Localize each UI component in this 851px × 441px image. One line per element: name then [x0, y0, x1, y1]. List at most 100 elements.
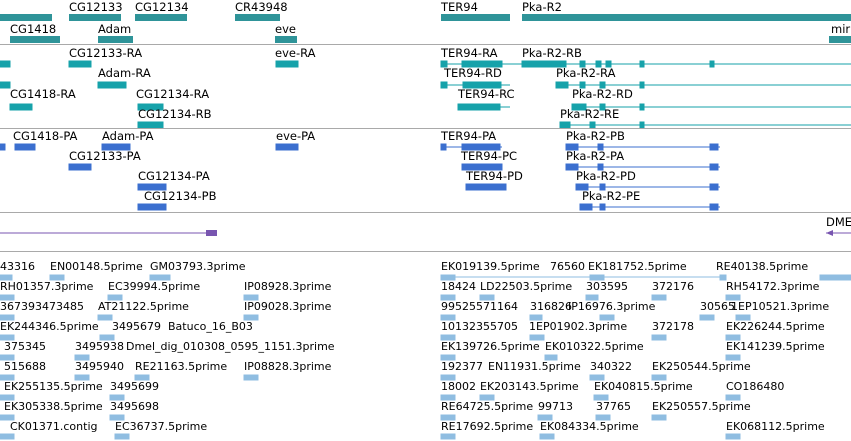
- est-label[interactable]: RE64725.5prime: [441, 400, 534, 413]
- protein-label[interactable]: Pka-R2-PB: [566, 129, 625, 143]
- est-bar[interactable]: [109, 394, 125, 401]
- est-label[interactable]: CK01371.contig: [10, 420, 98, 433]
- transcript-label[interactable]: CG12133-RA: [69, 46, 143, 60]
- transcript-exon[interactable]: [68, 60, 92, 68]
- protein-exon[interactable]: [579, 203, 593, 211]
- est-bar[interactable]: [0, 433, 15, 440]
- est-label[interactable]: EK250557.5prime: [652, 400, 751, 413]
- est-bar[interactable]: [440, 334, 456, 341]
- protein-label[interactable]: CG12133-PA: [69, 149, 141, 163]
- protein-exon[interactable]: [68, 163, 92, 171]
- est-label[interactable]: EK305338.5prime: [4, 400, 103, 413]
- transcript-exon[interactable]: [440, 81, 448, 89]
- est-bar[interactable]: [107, 294, 123, 301]
- est-label[interactable]: 10132355705: [441, 320, 518, 333]
- est-bar[interactable]: [719, 274, 727, 281]
- est-label[interactable]: 3495940: [75, 360, 124, 373]
- misc-feature-end[interactable]: [206, 230, 217, 236]
- est-bar[interactable]: [651, 374, 667, 381]
- protein-exon[interactable]: [440, 143, 447, 151]
- gene-label[interactable]: Adam: [98, 22, 132, 36]
- est-label[interactable]: 1EP01902.3prime: [529, 320, 628, 333]
- transcript-label[interactable]: CG12134-RB: [138, 107, 212, 121]
- transcript-label[interactable]: CG1418-RA: [10, 87, 76, 101]
- est-label[interactable]: 76560: [550, 260, 585, 273]
- est-label[interactable]: IP16976.3prime: [568, 300, 656, 313]
- est-bar[interactable]: [529, 334, 545, 341]
- est-label[interactable]: Dmel_dig_010308_0595_1151.3prime: [126, 340, 335, 353]
- gene-label[interactable]: mir: [831, 22, 851, 36]
- protein-label[interactable]: eve-PA: [276, 129, 316, 143]
- est-bar[interactable]: [0, 274, 13, 281]
- gene-label[interactable]: CG12133: [69, 0, 123, 14]
- protein-exon[interactable]: [597, 143, 604, 151]
- transcript-label[interactable]: Adam-RA: [98, 66, 151, 80]
- gene-label[interactable]: TER94: [441, 0, 478, 14]
- transcript-exon[interactable]: [605, 60, 612, 68]
- est-label[interactable]: CO186480: [726, 380, 785, 393]
- est-label[interactable]: EK139726.5prime: [441, 340, 540, 353]
- est-label[interactable]: EK203143.5prime: [480, 380, 579, 393]
- est-label[interactable]: 3495699: [110, 380, 159, 393]
- est-bar[interactable]: [725, 394, 741, 401]
- est-bar[interactable]: [0, 414, 15, 421]
- est-bar[interactable]: [529, 314, 543, 321]
- transcript-exon[interactable]: [599, 103, 606, 111]
- est-label[interactable]: 99713: [538, 400, 573, 413]
- protein-exon[interactable]: [465, 183, 507, 191]
- transcript-exon[interactable]: [462, 81, 502, 89]
- gene-bar[interactable]: [10, 36, 60, 43]
- est-bar[interactable]: [544, 354, 558, 361]
- est-bar[interactable]: [651, 294, 667, 301]
- est-label[interactable]: 372178: [652, 320, 694, 333]
- protein-exon[interactable]: [0, 143, 6, 151]
- est-bar[interactable]: [699, 314, 715, 321]
- est-label[interactable]: EK244346.5prime: [0, 320, 99, 333]
- est-bar[interactable]: [243, 294, 259, 301]
- est-bar[interactable]: [0, 294, 15, 301]
- protein-exon[interactable]: [461, 163, 503, 171]
- est-label[interactable]: EC36737.5prime: [115, 420, 208, 433]
- est-label[interactable]: 303595: [586, 280, 628, 293]
- protein-exon[interactable]: [14, 143, 36, 151]
- protein-exon[interactable]: [599, 203, 606, 211]
- est-bar[interactable]: [99, 334, 115, 341]
- est-label[interactable]: GM03793.3prime: [150, 260, 246, 273]
- transcript-exon[interactable]: [579, 81, 586, 89]
- est-bar[interactable]: [109, 414, 125, 421]
- est-bar[interactable]: [114, 433, 130, 440]
- gene-label[interactable]: CG12134: [135, 0, 189, 14]
- est-label[interactable]: EK250544.5prime: [652, 360, 751, 373]
- est-label[interactable]: 30565: [700, 300, 735, 313]
- est-label[interactable]: 18424: [441, 280, 476, 293]
- protein-label[interactable]: Pka-R2-PD: [576, 169, 636, 183]
- est-bar[interactable]: [97, 314, 113, 321]
- est-bar[interactable]: [735, 314, 751, 321]
- est-bar[interactable]: [0, 354, 15, 361]
- gene-bar[interactable]: [135, 14, 187, 21]
- transcript-label[interactable]: TER94-RC: [458, 87, 515, 101]
- est-label[interactable]: IP08928.3prime: [244, 280, 332, 293]
- protein-exon[interactable]: [575, 183, 589, 191]
- protein-exon[interactable]: [597, 163, 604, 171]
- gene-bar[interactable]: [275, 36, 297, 43]
- transcript-label[interactable]: Pka-R2-RE: [560, 107, 620, 121]
- protein-exon[interactable]: [565, 143, 579, 151]
- est-label[interactable]: EK040815.5prime: [594, 380, 693, 393]
- gene-label[interactable]: Pka-R2: [522, 0, 562, 14]
- transcript-exon[interactable]: [639, 81, 645, 89]
- protein-exon[interactable]: [101, 143, 131, 151]
- gene-bar[interactable]: [69, 14, 121, 21]
- protein-label[interactable]: TER94-PA: [441, 129, 497, 143]
- est-bar[interactable]: [725, 294, 741, 301]
- transcript-exon[interactable]: [440, 60, 448, 68]
- transcript-label[interactable]: TER94-RA: [441, 46, 498, 60]
- transcript-exon[interactable]: [461, 60, 503, 68]
- est-bar[interactable]: [589, 374, 605, 381]
- est-bar[interactable]: [0, 394, 15, 401]
- protein-label[interactable]: CG12134-PB: [144, 189, 217, 203]
- est-label[interactable]: EK226244.5prime: [726, 320, 825, 333]
- gene-bar[interactable]: [829, 36, 851, 43]
- gene-bar[interactable]: [441, 14, 510, 21]
- protein-exon[interactable]: [137, 183, 167, 191]
